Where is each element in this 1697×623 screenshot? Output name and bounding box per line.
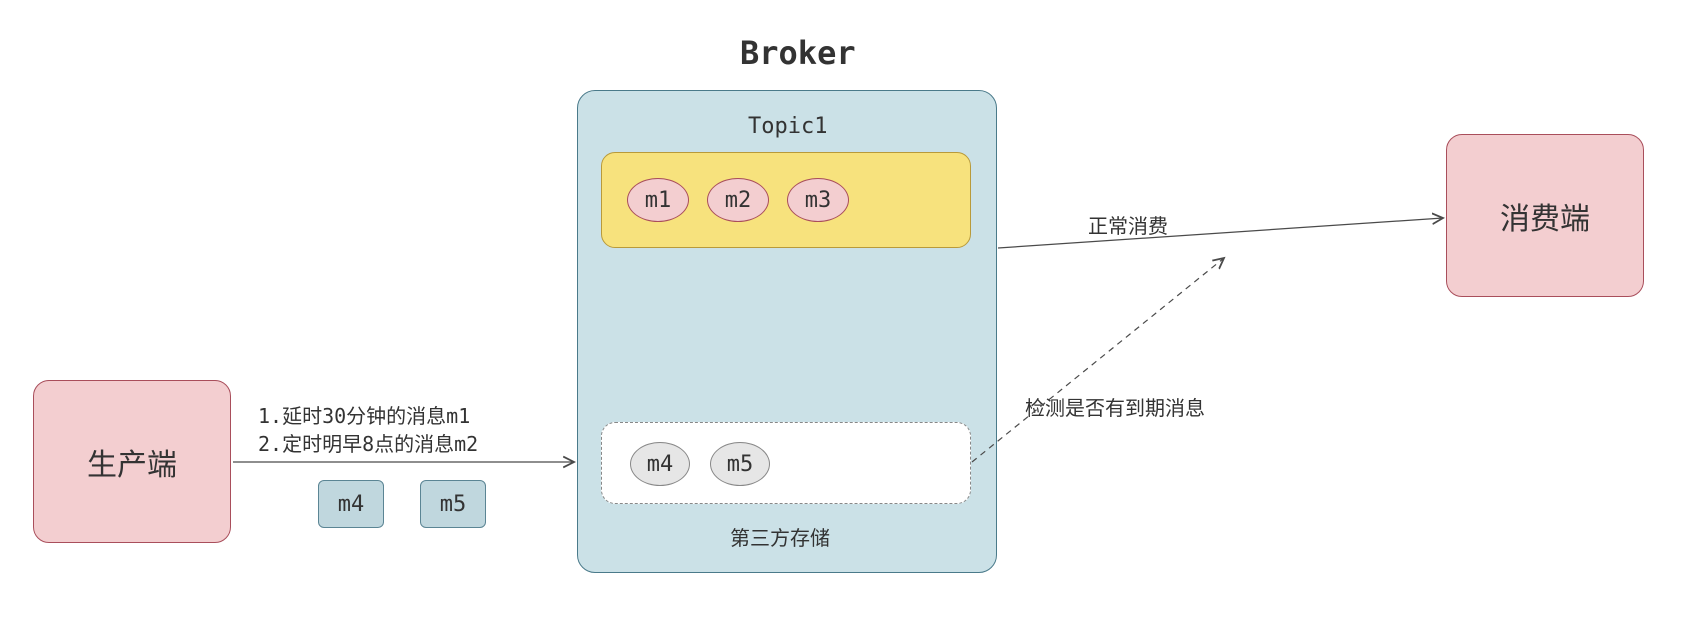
msg-m3-label: m3 (805, 188, 832, 213)
msg-m5-storage: m5 (710, 442, 770, 486)
third-party-storage-label: 第三方存储 (730, 522, 830, 551)
broker-title: Broker (740, 34, 856, 72)
msg-m5-flying-label: m5 (440, 492, 467, 517)
msg-m4-storage: m4 (630, 442, 690, 486)
arrow-storage-to-consumer (972, 258, 1224, 462)
edge-label-check-expired: 检测是否有到期消息 (1025, 392, 1205, 421)
msg-m2: m2 (707, 178, 769, 222)
edge-label-normal-consume: 正常消费 (1088, 210, 1168, 239)
consumer-node: 消费端 (1446, 134, 1644, 297)
consumer-label: 消费端 (1500, 194, 1590, 238)
msg-m5-flying: m5 (420, 480, 486, 528)
msg-m4-storage-label: m4 (647, 452, 674, 477)
topic1-label: Topic1 (748, 114, 827, 139)
producer-node: 生产端 (33, 380, 231, 543)
edge-label-line1: 1.延时30分钟的消息m1 (258, 400, 470, 429)
producer-label: 生产端 (87, 440, 177, 484)
msg-m4-flying-label: m4 (338, 492, 365, 517)
edge-label-line2: 2.定时明早8点的消息m2 (258, 428, 478, 457)
msg-m5-storage-label: m5 (727, 452, 754, 477)
msg-m1: m1 (627, 178, 689, 222)
msg-m4-flying: m4 (318, 480, 384, 528)
msg-m2-label: m2 (725, 188, 752, 213)
arrow-broker-to-consumer (998, 218, 1443, 248)
msg-m3: m3 (787, 178, 849, 222)
msg-m1-label: m1 (645, 188, 672, 213)
